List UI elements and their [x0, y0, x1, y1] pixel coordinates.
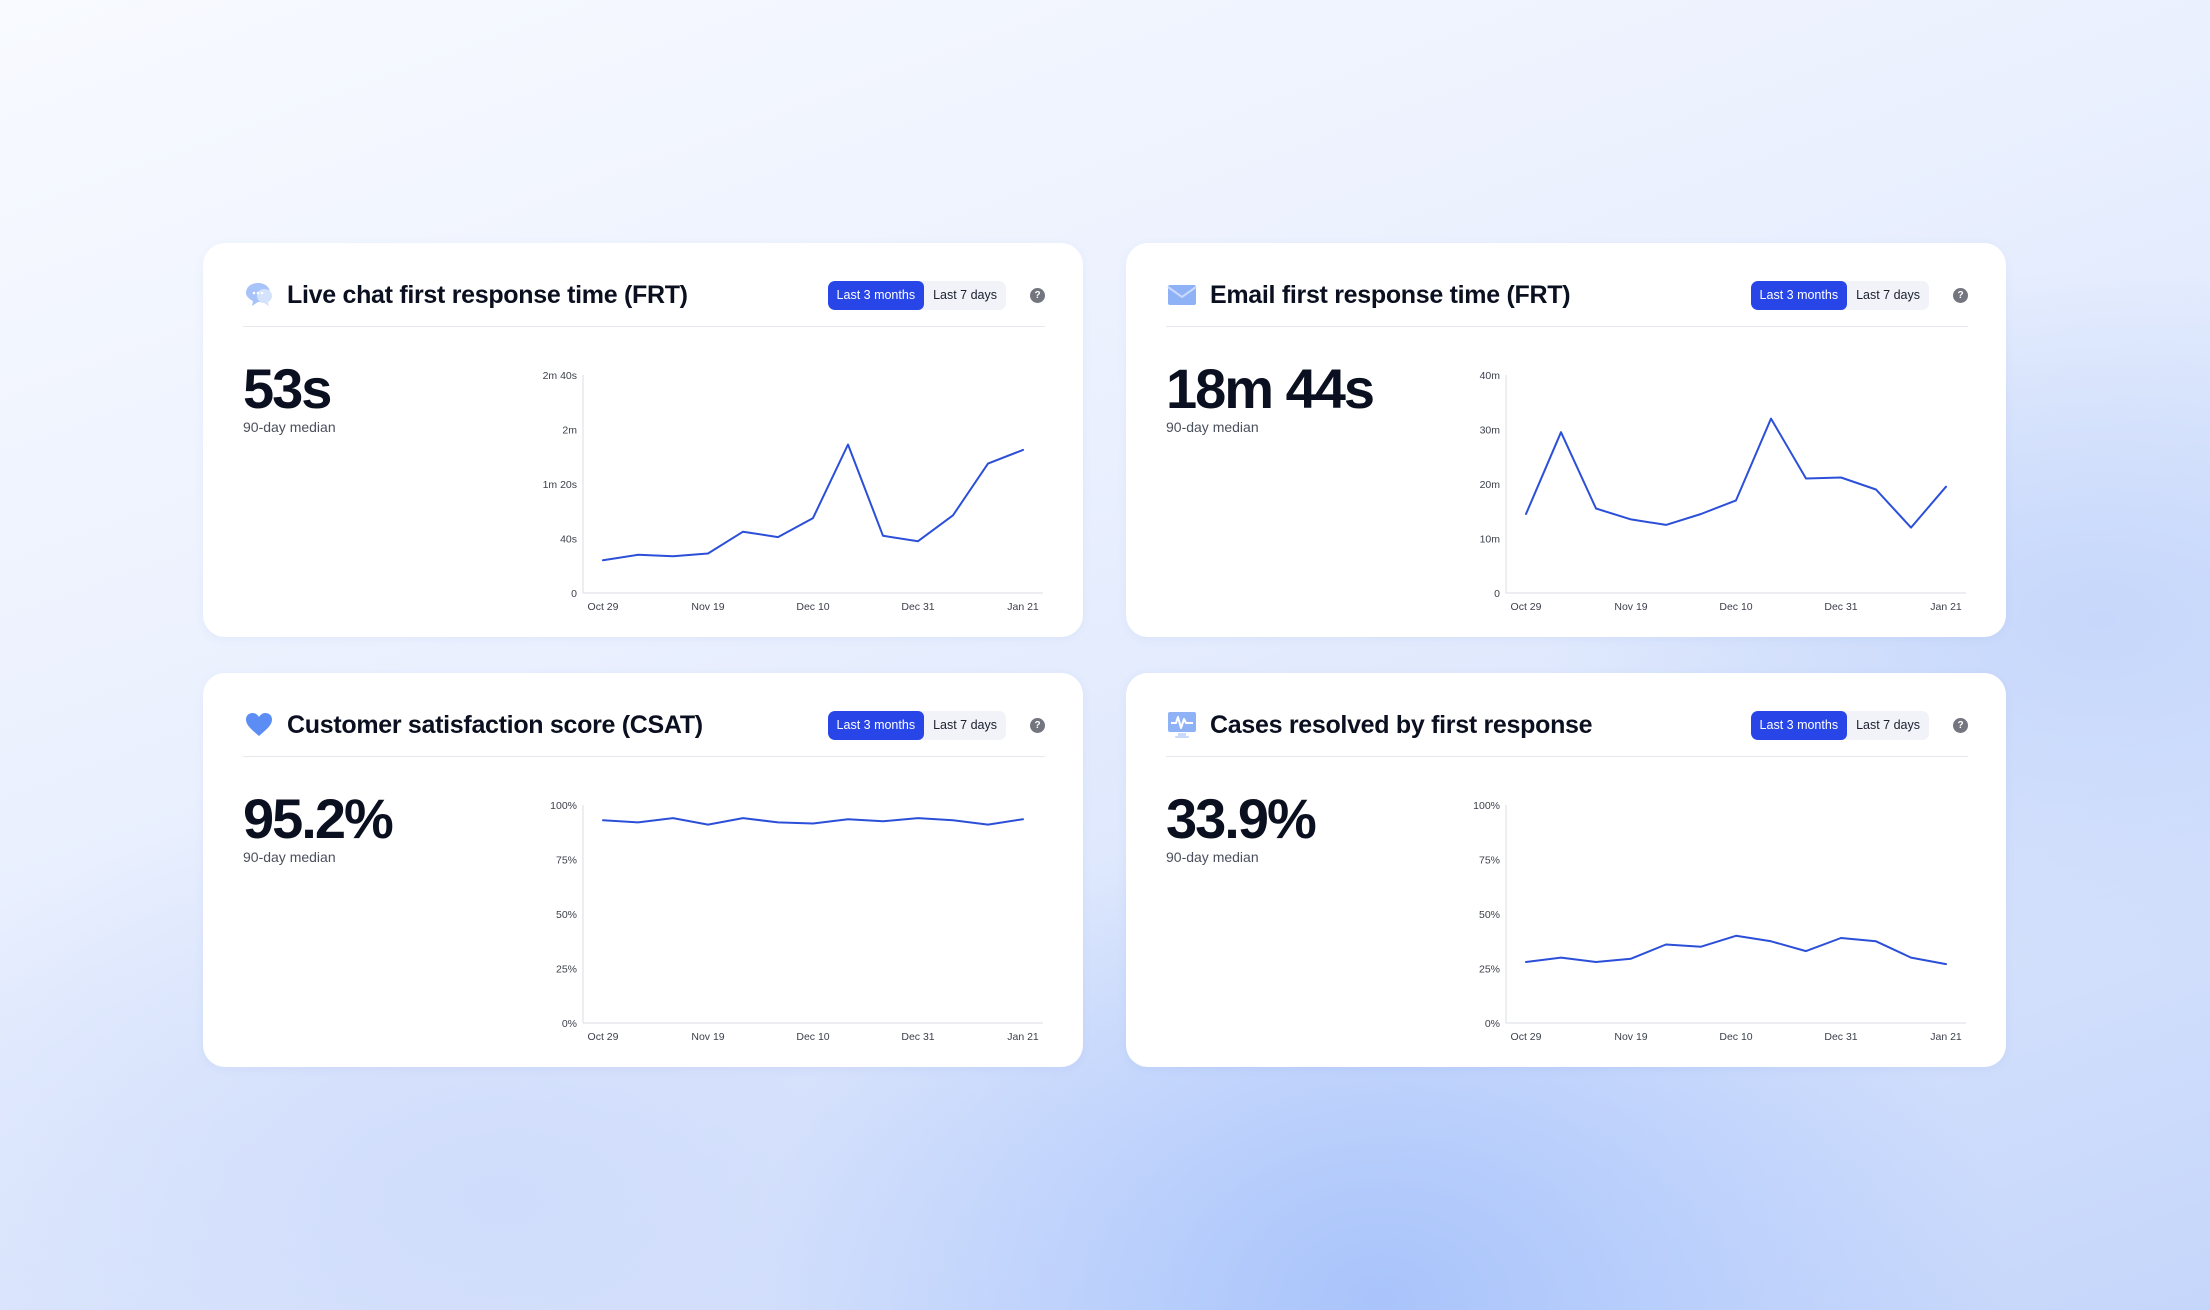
last-3-months-button[interactable]: Last 3 months	[1750, 710, 1848, 740]
line-chart: 0 40s 1m 20s 2m 2m 40s Oct 29 Nov 19 Dec 10 Dec …	[543, 370, 1043, 613]
x-tick-label: Nov 19	[1614, 601, 1647, 613]
live-chat-frt-card: Live chat first response time (FRT) Last…	[203, 243, 1083, 637]
cases-resolved-card: Cases resolved by first response Last 3 …	[1126, 673, 2006, 1067]
date-range-toggle: Last 3 months Last 7 days	[827, 710, 1006, 740]
x-tick-label: Jan 21	[1930, 601, 1962, 613]
y-tick-label: 1m 20s	[543, 479, 577, 491]
metric: 33.9% 90-day median	[1166, 787, 1317, 866]
y-tick-label: 0%	[562, 1018, 577, 1030]
card-title: Email first response time (FRT)	[1210, 280, 1571, 309]
x-tick-label: Oct 29	[588, 1031, 619, 1043]
x-tick-label: Jan 21	[1007, 601, 1039, 613]
heart-icon	[243, 709, 275, 741]
date-range-toggle: Last 3 months Last 7 days	[827, 280, 1006, 310]
x-tick-label: Dec 10	[796, 601, 829, 613]
last-3-months-button[interactable]: Last 3 months	[827, 280, 925, 310]
series-line	[1525, 417, 1947, 529]
last-7-days-button[interactable]: Last 7 days	[933, 287, 997, 302]
y-tick-label: 50%	[556, 909, 577, 921]
y-tick-label: 25%	[1479, 964, 1500, 976]
last-7-days-button[interactable]: Last 7 days	[1856, 287, 1920, 302]
metric-value: 18m 44s	[1166, 357, 1375, 420]
x-tick-label: Nov 19	[691, 1031, 724, 1043]
divider	[243, 756, 1045, 757]
x-tick-label: Jan 21	[1930, 1031, 1962, 1043]
last-7-days-button[interactable]: Last 7 days	[1856, 717, 1920, 732]
y-tick-label: 30m	[1480, 425, 1501, 437]
series-line	[602, 443, 1024, 562]
card-header: Cases resolved by first response Last 3 …	[1166, 695, 1968, 755]
series-line	[602, 817, 1024, 826]
metric: 95.2% 90-day median	[243, 787, 394, 866]
divider	[1166, 756, 1968, 757]
last-3-months-button[interactable]: Last 3 months	[827, 710, 925, 740]
x-tick-label: Dec 31	[901, 601, 934, 613]
y-tick-label: 75%	[556, 855, 577, 867]
chat-bubble-icon	[243, 279, 275, 311]
x-tick-label: Dec 31	[1824, 1031, 1857, 1043]
metric-label: 90-day median	[243, 419, 336, 435]
y-tick-label: 25%	[556, 964, 577, 976]
metric: 53s 90-day median	[243, 357, 336, 436]
metric-value: 95.2%	[243, 787, 394, 850]
metric-value: 33.9%	[1166, 787, 1317, 850]
card-title: Live chat first response time (FRT)	[287, 280, 688, 309]
metric-label: 90-day median	[243, 849, 336, 865]
x-tick-label: Oct 29	[588, 601, 619, 613]
x-tick-label: Dec 31	[1824, 601, 1857, 613]
y-tick-label: 0	[571, 588, 577, 600]
help-icon[interactable]: ?	[1953, 287, 1968, 303]
card-title: Cases resolved by first response	[1210, 710, 1593, 739]
divider	[243, 326, 1045, 327]
activity-monitor-icon	[1166, 709, 1198, 741]
y-tick-label: 2m 40s	[543, 370, 577, 382]
y-tick-label: 100%	[1473, 800, 1500, 812]
line-chart: 0 10m 20m 30m 40m Oct 29 Nov 19 Dec 10 Dec 31 Jan…	[1480, 370, 1966, 613]
y-tick-label: 40m	[1480, 370, 1501, 382]
metric-label: 90-day median	[1166, 849, 1259, 865]
help-icon[interactable]: ?	[1030, 287, 1045, 303]
last-3-months-button[interactable]: Last 3 months	[1750, 280, 1848, 310]
help-icon[interactable]: ?	[1953, 717, 1968, 733]
card-header: Email first response time (FRT) Last 3 m…	[1166, 265, 1968, 325]
envelope-icon	[1166, 279, 1198, 311]
card-title: Customer satisfaction score (CSAT)	[287, 710, 703, 739]
x-tick-label: Dec 10	[1719, 1031, 1752, 1043]
x-tick-label: Oct 29	[1511, 601, 1542, 613]
x-tick-label: Oct 29	[1511, 1031, 1542, 1043]
x-tick-label: Dec 10	[796, 1031, 829, 1043]
date-range-toggle: Last 3 months Last 7 days	[1750, 710, 1929, 740]
metric: 18m 44s 90-day median	[1166, 357, 1375, 436]
y-tick-label: 0	[1494, 588, 1500, 600]
divider	[1166, 326, 1968, 327]
card-header: Live chat first response time (FRT) Last…	[243, 265, 1045, 325]
x-tick-label: Jan 21	[1007, 1031, 1039, 1043]
email-frt-card: Email first response time (FRT) Last 3 m…	[1126, 243, 2006, 637]
csat-card: Customer satisfaction score (CSAT) Last …	[203, 673, 1083, 1067]
y-tick-label: 50%	[1479, 909, 1500, 921]
x-tick-label: Dec 10	[1719, 601, 1752, 613]
help-icon[interactable]: ?	[1030, 717, 1045, 733]
y-tick-label: 10m	[1480, 534, 1501, 546]
series-line	[1525, 934, 1947, 966]
last-7-days-button[interactable]: Last 7 days	[933, 717, 997, 732]
y-tick-label: 2m	[562, 425, 577, 437]
date-range-toggle: Last 3 months Last 7 days	[1750, 280, 1929, 310]
card-header: Customer satisfaction score (CSAT) Last …	[243, 695, 1045, 755]
line-chart: 0% 25% 50% 75% 100% Oct 29 Nov 19 Dec 10 Dec 31 J…	[550, 800, 1043, 1043]
y-tick-label: 75%	[1479, 855, 1500, 867]
x-tick-label: Nov 19	[1614, 1031, 1647, 1043]
y-tick-label: 100%	[550, 800, 577, 812]
metric-label: 90-day median	[1166, 419, 1259, 435]
x-tick-label: Nov 19	[691, 601, 724, 613]
y-tick-label: 20m	[1480, 479, 1501, 491]
x-tick-label: Dec 31	[901, 1031, 934, 1043]
line-chart: 0% 25% 50% 75% 100% Oct 29 Nov 19 Dec 10 Dec 31 J…	[1473, 800, 1966, 1043]
y-tick-label: 40s	[560, 534, 577, 546]
y-tick-label: 0%	[1485, 1018, 1500, 1030]
metric-value: 53s	[243, 357, 332, 420]
